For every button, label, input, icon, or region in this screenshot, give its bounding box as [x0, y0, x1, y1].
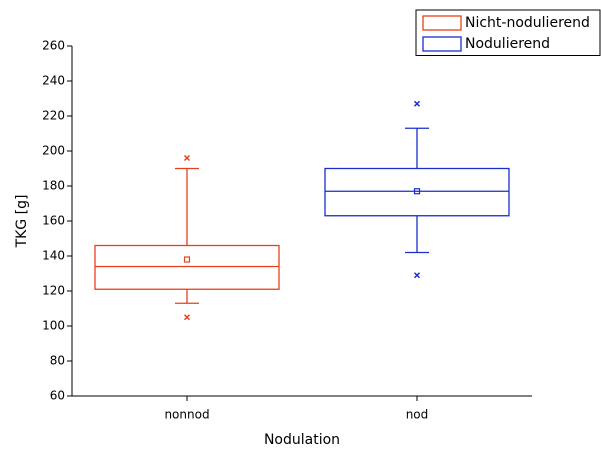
- y-tick-label: 160: [42, 214, 65, 228]
- y-tick-label: 100: [42, 319, 65, 333]
- box: [324, 167, 510, 217]
- y-tick-label: 260: [42, 39, 65, 53]
- outlier: [413, 272, 421, 279]
- y-tick-label: 180: [42, 179, 65, 193]
- legend-swatch: [422, 36, 462, 52]
- outlier: [183, 154, 191, 162]
- legend-frame: [415, 9, 601, 56]
- x-axis-title: Nodulation: [264, 432, 340, 448]
- y-tick-label: 140: [42, 249, 65, 263]
- y-tick-label: 240: [42, 74, 65, 88]
- y-tick-label: 120: [42, 284, 65, 298]
- y-axis-title: TKG [g]: [14, 195, 30, 249]
- outlier: [183, 314, 191, 321]
- legend-label: Nicht-nodulierend: [465, 15, 590, 31]
- legend-swatch: [422, 15, 462, 31]
- y-tick-label: 80: [50, 354, 65, 368]
- box: [94, 244, 280, 290]
- mean-marker: [183, 256, 191, 263]
- legend-label: Nodulierend: [465, 36, 550, 52]
- outlier: [413, 100, 421, 107]
- mean-marker: [413, 188, 421, 195]
- y-tick-label: 60: [50, 389, 65, 403]
- x-tick-label: nonnod: [164, 408, 209, 422]
- y-tick-label: 220: [42, 109, 65, 123]
- y-tick-label: 200: [42, 144, 65, 158]
- x-tick-label: nod: [406, 408, 429, 422]
